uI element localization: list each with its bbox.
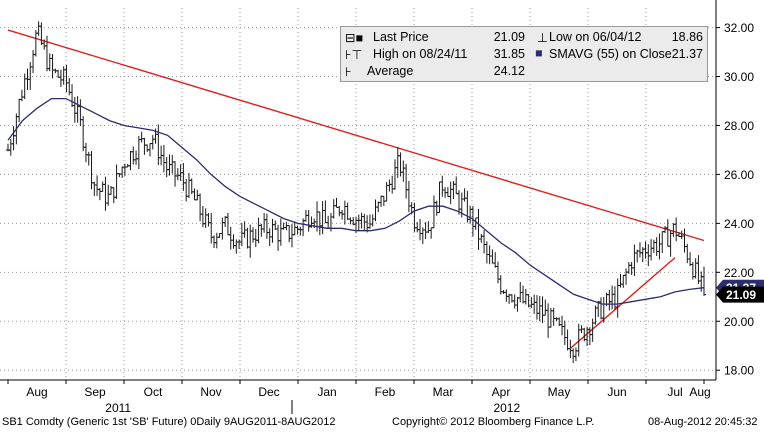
last-price-label: Last Price [373,30,429,44]
y-tick-label: 22.00 [724,266,754,280]
trendline [7,29,705,242]
x-tick-label: Mar [433,385,454,399]
footer-copyright: Copyright© 2012 Bloomberg Finance L.P. [392,416,595,428]
last-price-value: 21.09 [493,30,525,44]
last-price-tag-bg [716,286,764,303]
y-tick-label: 26.00 [724,168,754,182]
chart-footer: SB1 Comdty (Generic 1st 'SB' Future) 0Da… [0,414,764,432]
smavg-label: SMAVG (55) on Close [549,47,672,61]
x-tick-label: Oct [144,385,163,399]
low-value: 18.86 [671,30,703,44]
smavg-value: 21.37 [671,47,703,61]
last-price-swatch-icon: ⊟■ [345,31,364,45]
y-tick-label: 20.00 [724,315,754,329]
x-tick-label: Aug [26,385,47,399]
x-tick-label: Sep [84,385,106,399]
sma-line [7,97,705,305]
y-tick-label: 32.00 [724,21,754,35]
x-tick-label: May [548,385,571,399]
high-value: 31.85 [493,47,525,61]
sma-swatch-icon: ■ [535,46,543,60]
low-label: Low on 06/04/12 [549,30,642,44]
average-label: Average [367,64,414,78]
average-marker-icon: ⊦ [345,65,352,79]
value-tags: 21.3721.09 [716,279,764,303]
low-marker-icon: ⊥ [537,31,548,45]
y-tick-label: 24.00 [724,217,754,231]
average-value: 24.12 [493,64,525,78]
footer-timestamp: 08-Aug-2012 20:45:32 [648,416,758,428]
high-marker-icon: ⊦⊤ [345,48,363,62]
y-tick-label: 28.00 [724,119,754,133]
last-price-tag-text: 21.09 [726,288,756,302]
x-tick-label: Jan [317,385,336,399]
x-tick-label: Aug [689,385,710,399]
chart-legend: ⊟■ Last Price 21.09 ⊥ Low on 06/04/12 18… [340,26,708,82]
footer-security-info: SB1 Comdty (Generic 1st 'SB' Future) 0Da… [2,416,336,428]
year-label: 2011 [105,401,131,414]
year-label: 2012 [493,401,520,414]
y-tick-label: 18.00 [724,364,754,378]
x-tick-label: Feb [375,385,396,399]
axes: 18.00 20.00 22.00 24.00 26.00 28.00 30.00 32.00… [0,0,754,414]
x-tick-label: Apr [492,385,511,399]
x-tick-label: Jul [667,385,682,399]
x-tick-label: Nov [200,385,221,399]
high-label: High on 08/24/11 [373,47,468,61]
y-tick-label: 30.00 [724,70,754,84]
price-bars [6,21,706,364]
x-tick-label: Dec [258,385,279,399]
price-chart: 18.00 20.00 22.00 24.00 26.00 28.00 30.00 32.00… [0,0,764,414]
x-tick-label: Jun [607,385,626,399]
